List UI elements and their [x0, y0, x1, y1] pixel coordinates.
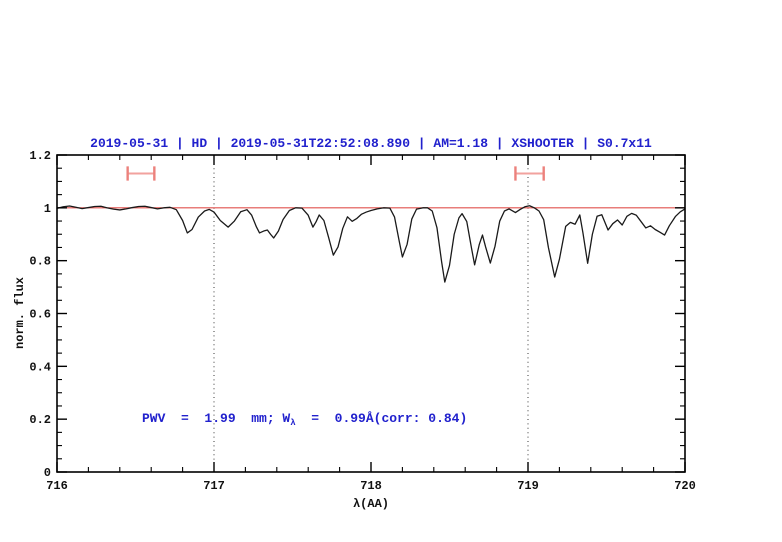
annotation-post: = 0.99Å(corr: 0.84): [295, 411, 468, 426]
y-tick-label: 1: [44, 202, 51, 216]
y-tick-label: 0.2: [29, 413, 51, 427]
x-axis-label: λ(AA): [352, 497, 389, 511]
x-tick-label: 719: [517, 479, 539, 493]
y-tick-label: 0: [44, 466, 51, 480]
pwv-annotation: PWV = 1.99 mm; Wλ = 0.99Å(corr: 0.84): [142, 411, 467, 428]
y-tick-label: 1.2: [29, 149, 51, 163]
y-tick-label: 0.6: [29, 308, 51, 322]
annotation-pre: PWV = 1.99 mm; W: [142, 411, 291, 426]
x-tick-label: 716: [46, 479, 68, 493]
spectrum-line: [56, 205, 686, 283]
plot-title: 2019-05-31 | HD | 2019-05-31T22:52:08.89…: [90, 136, 652, 151]
y-tick-label: 0.8: [29, 255, 51, 269]
x-tick-label: 718: [360, 479, 382, 493]
annotation-sub-lambda: λ: [290, 418, 296, 428]
y-tick-label: 0.4: [29, 360, 51, 374]
x-tick-label: 720: [674, 479, 696, 493]
x-tick-label: 717: [203, 479, 225, 493]
